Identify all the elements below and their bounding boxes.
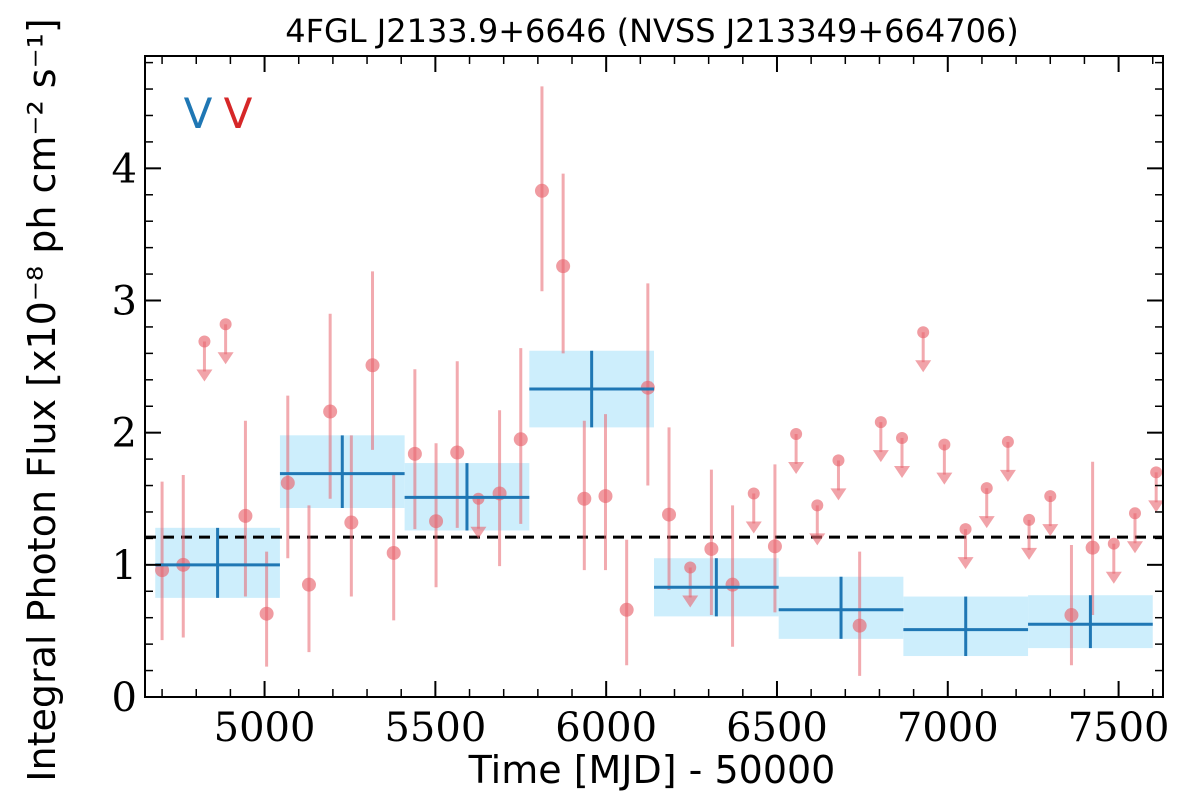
monthly-point-3 [259,606,274,621]
monthly-point-11 [429,514,444,529]
upper-limit-arrow-5 [788,461,805,474]
monthly-point-24 [767,539,782,554]
monthly-point-26 [1064,608,1079,623]
upper-limit-arrow-19 [1148,500,1165,513]
upper-limit-arrow-9 [894,465,911,478]
monthly-point-14 [513,432,528,447]
upper-limit-arrow-16 [1042,524,1059,537]
monthly-point-27 [1085,540,1100,555]
upper-limit-arrow-1 [217,352,234,365]
plot-frame [144,55,1164,698]
monthly-point-16 [556,259,571,274]
ticks-group: 5000 5500 6000 6500 7000 7500 0 1 2 3 4 [112,56,1170,751]
upper-limit-arrow-0 [196,369,213,382]
upper-limit-point-8 [874,416,887,429]
y-tick-label-1: 1 [112,543,137,589]
upper-limit-point-12 [959,523,972,536]
upper-limit-arrow-13 [978,516,995,529]
marker-v-red: V [224,89,253,138]
upper-limit-point-6 [811,499,824,512]
yearly-bin-markers [155,350,1153,657]
upper-limit-arrow-12 [957,557,974,570]
upper-limit-point-1 [219,318,232,331]
upper-limit-arrow-8 [872,450,889,463]
monthly-point-5 [301,577,316,592]
x-tick-label-1: 5500 [384,705,486,751]
y-tick-label-4: 4 [112,146,137,192]
upper-limit-point-15 [1023,513,1036,526]
x-tick-label-2: 6000 [555,705,657,751]
upper-limit-arrow-15 [1021,547,1038,560]
monthly-point-7 [344,515,359,530]
upper-limit-arrow-11 [936,472,953,485]
upper-limit-arrow-4 [745,521,762,534]
yearly-bin-bands [155,350,1153,657]
upper-limit-point-17 [1107,537,1120,550]
upper-limit-point-19 [1150,466,1163,479]
y-axis-label: Integral Photon Flux [x10⁻⁸ ph cm⁻² s⁻¹] [20,18,64,781]
upper-limit-point-4 [747,487,760,500]
upper-limit-arrow-10 [915,360,932,373]
x-axis-label: Time [MJD] - 50000 [468,748,836,792]
monthly-point-8 [365,358,380,373]
monthly-point-0 [155,563,170,578]
labels-group: 4FGL J2133.9+6646 (NVSS J213349+664706) … [20,12,1019,792]
monthly-point-17 [577,491,592,506]
monthly-point-18 [598,489,613,504]
monthly-point-23 [725,577,740,592]
upper-limit-arrow-2 [470,526,487,539]
x-tick-label-4: 7000 [897,705,999,751]
marker-v-blue: V [184,89,213,138]
monthly-point-22 [704,541,719,556]
monthly-point-4 [280,475,295,490]
upper-limit-arrow-6 [809,533,826,546]
upper-limit-point-0 [198,335,211,348]
x-tick-label-0: 5000 [214,705,316,751]
monthly-point-25 [852,618,867,633]
upper-limit-point-11 [938,438,951,451]
upper-limit-point-7 [832,454,845,467]
x-tick-label-5: 7500 [1068,705,1170,751]
upper-limit-point-14 [1001,435,1014,448]
monthly-point-15 [534,183,549,198]
x-tick-label-3: 6500 [726,705,828,751]
y-tick-label-0: 0 [112,675,137,721]
monthly-point-9 [386,545,401,560]
upper-limit-arrow-3 [682,595,699,608]
upper-limit-point-3 [684,561,697,574]
upper-limit-arrow-17 [1105,571,1122,584]
monthly-point-12 [450,445,465,460]
monthly-point-21 [662,507,677,522]
upper-limit-point-18 [1128,507,1141,520]
y-tick-label-3: 3 [112,279,137,325]
axes-frame [144,55,1164,698]
upper-limit-point-13 [980,482,993,495]
monthly-point-6 [323,404,338,419]
upper-limit-arrow-7 [830,488,847,501]
monthly-point-19 [619,602,634,617]
upper-limit-point-10 [917,326,930,339]
monthly-point-10 [407,446,422,461]
upper-limit-point-9 [896,431,909,444]
upper-limit-point-16 [1044,490,1057,503]
upper-limit-arrow-18 [1126,541,1143,554]
monthly-point-2 [238,508,253,523]
monthly-points-group [155,86,1165,676]
upper-limit-point-5 [790,427,803,440]
y-tick-label-2: 2 [112,411,137,457]
upper-limit-arrow-14 [999,469,1016,482]
chart-title: 4FGL J2133.9+6646 (NVSS J213349+664706) [285,12,1019,50]
